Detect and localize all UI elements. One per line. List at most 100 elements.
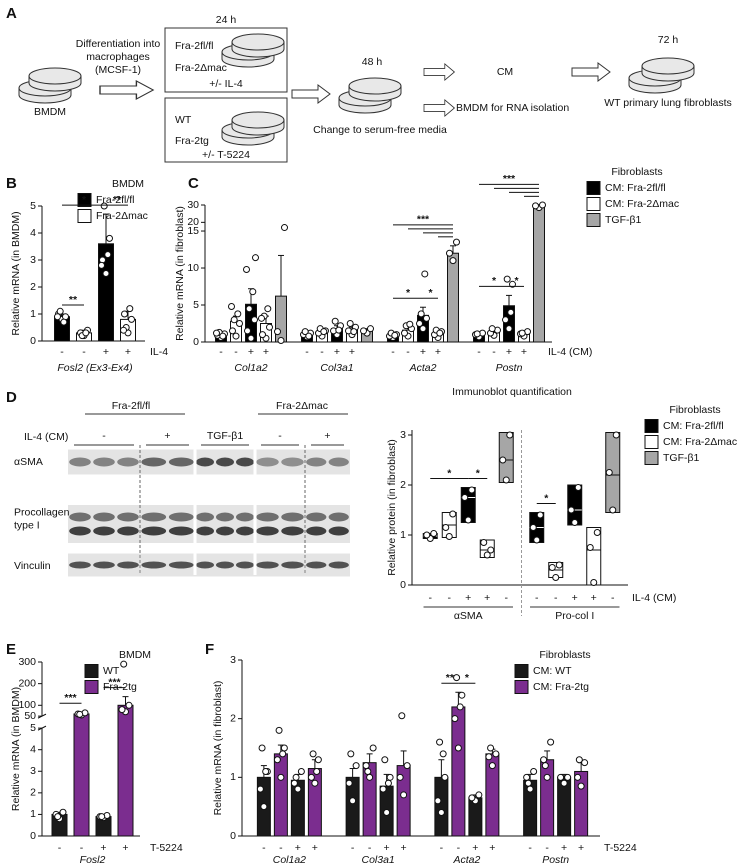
- condition-label: -: [505, 592, 509, 604]
- band: [281, 526, 304, 536]
- data-point: [213, 329, 220, 337]
- row-label: T-5224: [150, 842, 183, 854]
- condition-label: +: [295, 842, 301, 854]
- significance-label: **: [113, 194, 122, 206]
- data-point: [379, 785, 387, 793]
- significance-label: *: [476, 467, 481, 479]
- band: [196, 457, 214, 467]
- group-label: Acta2: [452, 854, 480, 863]
- band: [117, 457, 139, 467]
- data-point: [383, 809, 391, 817]
- data-point: [230, 316, 238, 324]
- condition-label: -: [368, 842, 372, 854]
- data-point: [488, 762, 496, 770]
- data-point: [505, 325, 513, 333]
- significance-label: ***: [108, 676, 121, 688]
- condition-label: +: [248, 346, 254, 358]
- condition-label: -: [528, 842, 532, 854]
- band: [93, 512, 115, 522]
- condition-label: +: [263, 346, 269, 358]
- y-tick-label: 15: [187, 225, 199, 237]
- data-point: [499, 456, 507, 464]
- data-point: [502, 476, 510, 484]
- data-point: [468, 486, 476, 494]
- band: [306, 457, 327, 467]
- band: [281, 561, 304, 569]
- data-point: [234, 310, 242, 318]
- label: CM: [497, 66, 513, 78]
- significance-label: ***: [417, 214, 430, 226]
- dish-icon: [28, 67, 82, 92]
- label: WT primary lung fibroblasts: [604, 97, 732, 109]
- data-point: [523, 773, 531, 781]
- data-point: [605, 469, 613, 476]
- y-axis-label: Relative protein (in fibroblast): [386, 439, 398, 576]
- condition-label: -: [554, 592, 558, 604]
- data-point: [245, 305, 253, 313]
- data-point: [581, 759, 589, 767]
- data-point: [320, 328, 328, 336]
- y-tick-label: 0: [400, 579, 406, 591]
- band: [69, 457, 91, 467]
- legend-label: CM: Fra-2fl/fl: [605, 182, 666, 194]
- data-point: [436, 329, 444, 337]
- y-tick-label: 3: [400, 429, 406, 441]
- data-point: [400, 791, 408, 799]
- group-label: Pro-col I: [555, 610, 594, 622]
- y-tick-label: 2: [30, 787, 36, 799]
- data-point: [297, 767, 305, 775]
- data-point: [350, 328, 358, 336]
- condition-label: +: [489, 842, 495, 854]
- legend-swatch: [644, 451, 659, 465]
- band-label: Procollagen: [14, 506, 70, 518]
- condition-label: +: [591, 592, 597, 604]
- data-point: [258, 314, 265, 322]
- condition-label: +: [420, 346, 426, 358]
- data-point: [590, 579, 598, 586]
- y-tick-label: 2: [30, 281, 36, 293]
- y-tick-label: 4: [30, 227, 36, 239]
- band: [306, 526, 327, 536]
- condition-label: -: [82, 346, 86, 358]
- y-tick-label: 1: [400, 529, 406, 541]
- data-point: [609, 506, 617, 514]
- data-point: [441, 773, 449, 781]
- data-point: [398, 712, 406, 720]
- band: [328, 526, 349, 536]
- y-tick-label: 2: [400, 479, 406, 491]
- data-point: [485, 753, 493, 761]
- band: [216, 512, 234, 522]
- group-label: Col1a2: [273, 854, 306, 863]
- data-point: [403, 762, 411, 770]
- band: [93, 561, 115, 569]
- data-point: [502, 316, 509, 324]
- label: Fra-2Δmac: [175, 62, 227, 74]
- data-point: [536, 511, 544, 519]
- condition-label: +: [506, 346, 512, 358]
- genotype-label: Fra-2Δmac: [276, 400, 328, 412]
- significance-label: **: [446, 672, 455, 684]
- legend-label: CM: WT: [533, 665, 572, 677]
- data-point: [574, 484, 582, 491]
- legend-swatch: [514, 680, 529, 694]
- data-point: [453, 238, 460, 246]
- band: [236, 526, 254, 536]
- data-point: [256, 785, 264, 793]
- data-point: [401, 329, 408, 337]
- significance-label: *: [82, 194, 87, 206]
- data-point: [524, 779, 532, 787]
- data-point: [60, 318, 68, 326]
- data-point: [406, 320, 414, 328]
- panel-a: A BMDM Differentiation into macrophages …: [6, 5, 732, 163]
- band: [216, 561, 234, 569]
- band: [141, 457, 167, 467]
- data-point: [281, 224, 288, 232]
- data-point: [100, 202, 108, 210]
- data-point: [593, 529, 601, 536]
- data-point: [423, 314, 430, 322]
- data-point: [437, 809, 445, 817]
- data-point: [228, 302, 235, 310]
- condition-label: -: [58, 842, 62, 854]
- label: Change to serum-free media: [313, 124, 447, 136]
- dish-icon: [348, 77, 402, 102]
